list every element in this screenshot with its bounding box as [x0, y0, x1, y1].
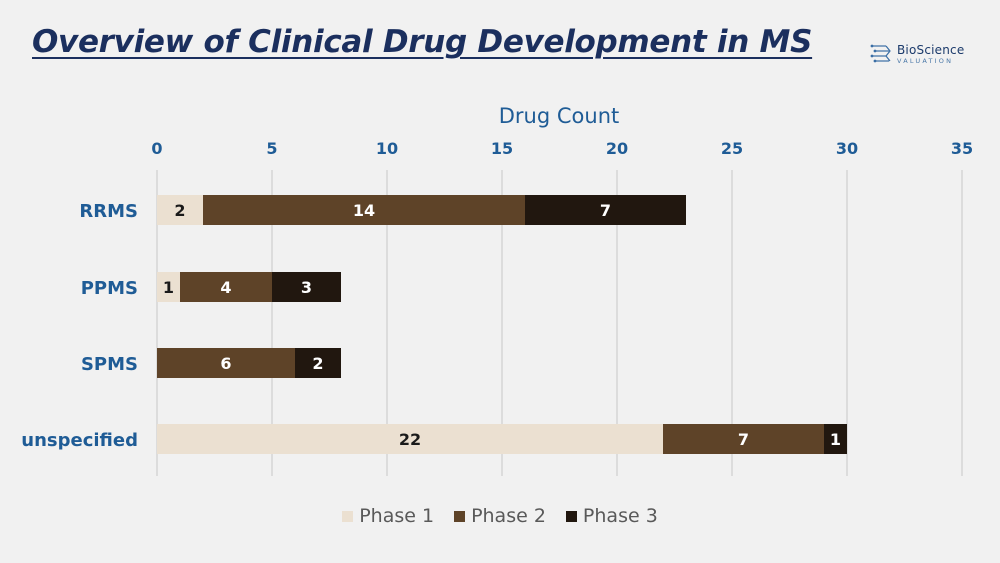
data-label: 6: [220, 354, 231, 373]
logo: BioScience VALUATION: [870, 42, 964, 66]
page-title: Overview of Clinical Drug Development in…: [32, 24, 813, 60]
category-label: SPMS: [81, 354, 138, 375]
legend-item: Phase 2: [454, 505, 546, 527]
category-label: unspecified: [21, 430, 138, 451]
data-label: 2: [312, 354, 323, 373]
data-label: 22: [399, 430, 421, 449]
x-tick-label: 10: [376, 139, 398, 158]
data-label: 7: [600, 201, 611, 220]
chart-legend: Phase 1 Phase 2 Phase 3: [0, 505, 1000, 527]
legend-label: Phase 3: [582, 505, 658, 527]
data-label: 4: [220, 278, 231, 297]
legend-swatch: [565, 510, 577, 522]
x-tick-label: 0: [151, 139, 162, 158]
legend-swatch: [454, 510, 466, 522]
legend-swatch: [342, 510, 354, 522]
x-tick-label: 20: [606, 139, 628, 158]
data-label: 14: [353, 201, 375, 220]
bar-segment: [272, 272, 341, 302]
category-label: RRMS: [79, 201, 138, 222]
data-label: 2: [174, 201, 185, 220]
bar-segment: [157, 272, 180, 302]
bar-segment: [295, 348, 341, 378]
data-label: 3: [301, 278, 312, 297]
bar-segment: [203, 195, 525, 225]
data-label: 1: [163, 278, 174, 297]
x-tick-label: 5: [266, 139, 277, 158]
bar-segment: [157, 348, 295, 378]
x-tick-label: 25: [721, 139, 743, 158]
bar-segment: [525, 195, 686, 225]
x-tick-label: 35: [951, 139, 973, 158]
x-axis-title: Drug Count: [499, 104, 619, 128]
bioscience-logo-icon: [870, 44, 891, 63]
bar-segment: [157, 424, 663, 454]
bar-segment: [157, 195, 203, 225]
legend-label: Phase 1: [359, 505, 435, 527]
x-tick-label: 30: [836, 139, 858, 158]
bar-segment: [180, 272, 272, 302]
legend-label: Phase 2: [471, 505, 546, 527]
legend-item: Phase 1: [342, 505, 434, 527]
legend-item: Phase 3: [565, 505, 658, 527]
data-label: 1: [830, 430, 841, 449]
bar-segment: [824, 424, 847, 454]
bar-segment: [663, 424, 824, 454]
logo-name: BioScience: [897, 42, 965, 57]
category-label: PPMS: [81, 278, 138, 299]
data-label: 7: [738, 430, 749, 449]
logo-subtitle: VALUATION: [897, 56, 954, 65]
x-tick-label: 15: [491, 139, 513, 158]
